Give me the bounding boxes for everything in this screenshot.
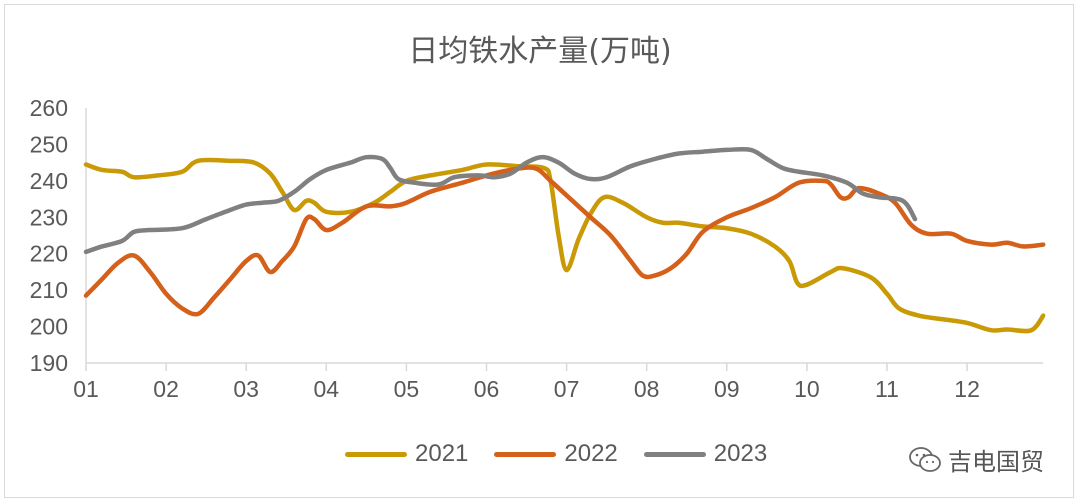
x-tick-label: 02 [153,376,179,402]
y-tick-label: 220 [30,241,68,267]
legend-item-2021: 2021 [345,440,468,468]
watermark-text: 吉电国贸 [948,448,1044,476]
series-line-2023 [83,146,918,255]
series-line-2021 [83,157,1046,334]
legend-label: 2022 [564,440,618,467]
legend: 2021 2022 2023 [345,440,767,468]
x-tick-label: 05 [394,376,420,402]
y-tick-label: 210 [30,277,68,303]
x-tick-label: 10 [794,376,820,402]
y-tick-label: 200 [30,314,68,340]
y-tick-label: 260 [30,95,68,121]
y-tick-label: 230 [30,204,68,230]
x-tick-label: 09 [714,376,740,402]
y-tick-label: 190 [30,350,68,376]
legend-swatch [643,451,706,457]
chart-title: 日均铁水产量(万吨) [408,34,672,69]
y-tick-label: 240 [30,168,68,194]
y-tick-label: 250 [30,131,68,157]
legend-swatch [345,451,407,457]
legend-item-2023: 2023 [643,440,768,468]
chart-frame [4,4,1074,498]
x-tick-label: 03 [233,376,259,402]
x-tick-label: 07 [554,376,580,402]
wechat-icon [909,446,941,472]
x-tick-label: 11 [875,376,899,402]
x-tick-label: 06 [474,376,500,402]
legend-label: 2023 [713,440,768,467]
legend-label: 2021 [415,440,469,467]
series-line-2022 [83,165,1046,317]
x-tick-label: 01 [73,376,99,402]
legend-swatch [494,451,557,457]
watermark: 吉电国贸 [908,442,1044,477]
x-tick-label: 04 [314,376,340,402]
x-tick-label: 08 [634,376,660,402]
legend-item-2022: 2022 [494,440,618,468]
x-tick-label: 12 [954,376,980,402]
